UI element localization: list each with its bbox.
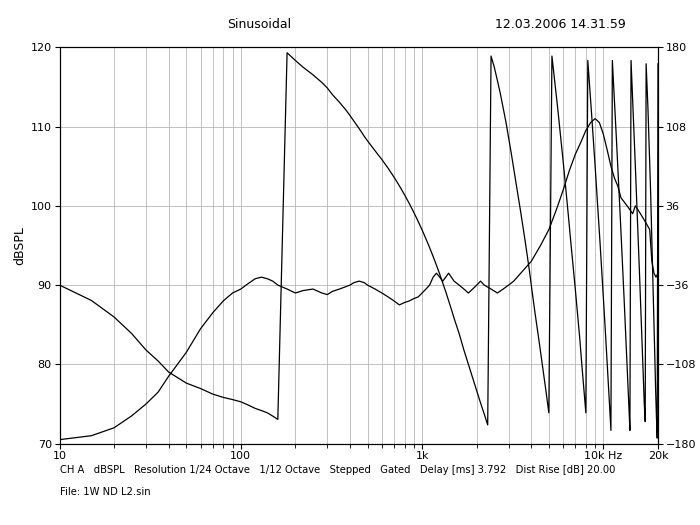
- Text: 12.03.2006 14.31.59: 12.03.2006 14.31.59: [495, 18, 625, 31]
- Text: File: 1W ND L2.sin: File: 1W ND L2.sin: [60, 487, 150, 497]
- Text: Sinusoidal: Sinusoidal: [227, 18, 291, 31]
- Y-axis label: dBSPL: dBSPL: [13, 226, 27, 265]
- Text: CH A   dBSPL   Resolution 1/24 Octave   1/12 Octave   Stepped   Gated   Delay [m: CH A dBSPL Resolution 1/24 Octave 1/12 O…: [60, 465, 615, 475]
